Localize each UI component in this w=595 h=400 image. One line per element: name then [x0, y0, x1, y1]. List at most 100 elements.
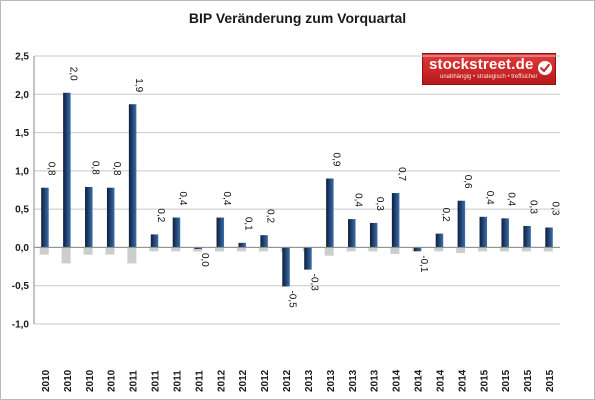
- y-tick-label: -1,0: [12, 320, 30, 331]
- bar-shadow: [171, 247, 181, 252]
- data-label: 0,3: [550, 202, 561, 216]
- bar-shadow: [456, 247, 466, 254]
- x-tick-label: 2010: [85, 369, 96, 392]
- data-labels: 0,8 2,0 0,8 0,8 1,9 0,2 0,4 0,0 0,4 0,1 0,2 -0,5 -0,…: [45, 67, 560, 308]
- bar: [128, 104, 137, 248]
- bar: [545, 227, 553, 248]
- x-tick-label: 2015: [479, 369, 490, 392]
- y-tick-label: 2,5: [15, 52, 29, 63]
- data-label: 0,4: [177, 192, 188, 206]
- bar-shadow: [346, 247, 356, 252]
- bar-shadow: [61, 247, 71, 264]
- bar: [41, 187, 49, 248]
- bar: [150, 234, 159, 248]
- data-label: 0,6: [462, 175, 473, 189]
- data-label: 0,2: [155, 208, 166, 222]
- x-tick-label: 2012: [260, 369, 271, 392]
- x-tick-label: 2014: [392, 369, 403, 392]
- bar: [457, 200, 466, 248]
- bar-shadow: [324, 247, 334, 256]
- x-tick-label: 2011: [151, 370, 162, 392]
- x-tick-label: 2012: [238, 369, 249, 392]
- brand-logo: stockstreet.de unabhängig • strategisch …: [422, 53, 556, 85]
- bar: [85, 186, 93, 248]
- x-tick-label: 2010: [63, 369, 74, 392]
- data-label: -0,5: [287, 290, 298, 308]
- x-tick-label: 2010: [107, 369, 118, 392]
- x-tick-label: 2013: [348, 369, 359, 392]
- bar: [260, 235, 268, 248]
- y-tick-label: 0,5: [15, 205, 29, 216]
- bar-shadow: [127, 247, 137, 264]
- bars: [41, 92, 553, 287]
- data-label: 0,4: [352, 193, 363, 207]
- y-tick-label: 2,0: [15, 90, 29, 101]
- logo-name: stockstreet.de: [429, 56, 534, 73]
- bar-shadow: [193, 247, 203, 252]
- bar-shadow: [478, 247, 488, 252]
- bar: [501, 218, 509, 248]
- chart-title: BIP Veränderung zum Vorquartal: [188, 10, 407, 26]
- x-tick-label: 2012: [282, 369, 293, 392]
- y-tick-label: -0,5: [12, 281, 30, 292]
- x-tick-labels: 2010 2010 2010 2010 2011 2011 2011 2011 2012 2012…: [41, 369, 556, 392]
- data-label: 0,8: [89, 161, 100, 175]
- data-label: 0,0: [199, 253, 210, 267]
- bar: [326, 178, 334, 248]
- data-label: 0,2: [265, 209, 276, 223]
- data-label: 0,8: [111, 162, 122, 176]
- checkmark-icon: [538, 61, 552, 75]
- y-tick-label: 1,5: [15, 128, 29, 139]
- data-label: 0,4: [221, 192, 232, 206]
- x-tick-label: 2013: [304, 369, 315, 392]
- bar: [216, 217, 225, 248]
- x-tick-label: 2013: [370, 369, 381, 392]
- bar-shadows: [39, 247, 553, 264]
- bar: [238, 242, 246, 248]
- x-tick-label: 2011: [194, 370, 205, 392]
- bar-shadow: [215, 247, 225, 252]
- data-label: 0,4: [506, 192, 517, 206]
- data-label: 0,3: [374, 197, 385, 211]
- x-tick-label: 2010: [41, 369, 52, 392]
- data-label: 0,9: [330, 153, 341, 167]
- data-label: 0,8: [45, 162, 56, 176]
- bar-shadow: [39, 247, 49, 255]
- bar-shadow: [83, 247, 93, 255]
- data-label: 2,0: [67, 67, 78, 81]
- data-label: 0,7: [396, 167, 407, 181]
- x-tick-label: 2012: [216, 369, 227, 392]
- bar: [523, 225, 531, 248]
- bar: [304, 247, 312, 270]
- data-label: 0,2: [440, 208, 451, 222]
- logo-tagline: unabhängig • strategisch • treffsicher: [440, 74, 538, 80]
- bar-shadow: [236, 247, 246, 252]
- bar-shadow: [434, 247, 444, 252]
- axes: [33, 56, 560, 324]
- y-tick-labels: 2,5 2,0 1,5 1,0 0,5 0,0 -0,5 -1,0: [12, 52, 30, 331]
- bar-shadow: [105, 247, 115, 255]
- data-label: 0,1: [243, 217, 254, 231]
- x-tick-label: 2011: [129, 370, 140, 392]
- bar-shadow: [499, 247, 509, 252]
- y-tick-label: 1,0: [15, 166, 29, 177]
- bar-shadow: [390, 247, 400, 254]
- x-tick-label: 2015: [545, 369, 556, 392]
- bar-shadow: [258, 247, 268, 252]
- data-label: 0,3: [528, 200, 539, 214]
- bar: [194, 247, 203, 249]
- data-label: 0,4: [484, 191, 495, 205]
- data-label: -0,3: [308, 274, 319, 292]
- bar-shadow: [543, 247, 553, 252]
- bar: [369, 222, 378, 248]
- bar-shadow: [368, 247, 378, 252]
- x-tick-label: 2015: [501, 369, 512, 392]
- bar-shadow: [521, 247, 531, 252]
- x-tick-label: 2011: [172, 370, 183, 392]
- x-tick-label: 2014: [457, 369, 468, 392]
- x-tick-label: 2015: [523, 369, 534, 392]
- bar: [348, 219, 356, 248]
- y-tick-label: 0,0: [15, 243, 29, 254]
- x-tick-label: 2013: [326, 369, 337, 392]
